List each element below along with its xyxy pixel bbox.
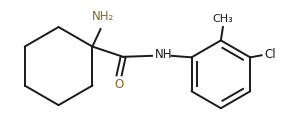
Text: CH₃: CH₃ [213,14,233,24]
Text: Cl: Cl [265,48,276,61]
Text: O: O [114,78,124,91]
Text: NH₂: NH₂ [92,10,114,23]
Text: NH: NH [155,48,172,61]
